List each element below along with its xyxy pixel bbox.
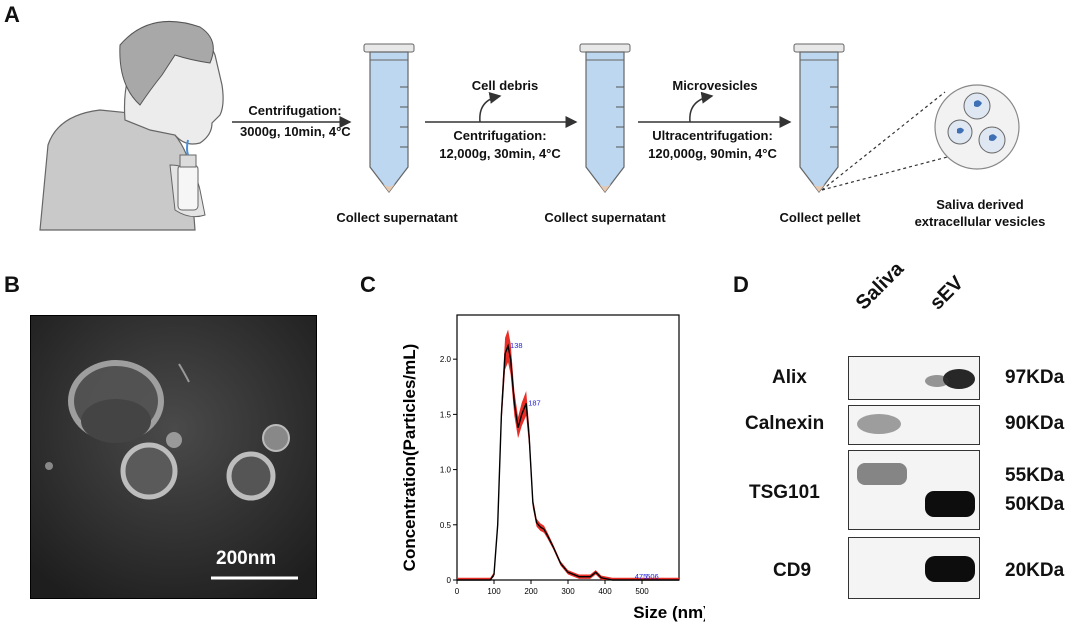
panel-letter-a: A — [4, 2, 20, 27]
y-axis-title: Concentration(Particles/mL) — [400, 344, 419, 572]
panel-letter-d: D — [733, 272, 749, 297]
row-label-calnexin: Calnexin — [745, 413, 825, 434]
blot-tsg101-bands — [857, 463, 975, 517]
kda-tsg101-lower: 50KDa — [1005, 494, 1065, 515]
column-label-sev: sEV — [925, 271, 969, 315]
x-tick-label: 100 — [487, 587, 501, 596]
nta-size-distribution-chart: 0 100 200 300 400 500 0 0.5 1.0 1.5 2.0 138 187 47550… — [400, 314, 705, 622]
x-tick-label: 0 — [455, 587, 460, 596]
tube-1 — [363, 43, 415, 193]
step3-label-line1: Ultracentrifugation: — [652, 128, 773, 143]
y-tick-label: 2.0 — [440, 355, 452, 364]
tube1-caption: Collect supernatant — [336, 210, 458, 225]
extracellular-vesicles-illustration — [934, 84, 1020, 170]
y-tick-label: 0.5 — [440, 521, 452, 530]
series-line — [457, 343, 679, 581]
tube-2 — [579, 43, 631, 193]
tem-micrograph — [31, 316, 316, 598]
row-label-tsg101: TSG101 — [749, 482, 820, 503]
peak-label: 475 — [635, 572, 648, 581]
peak-label: 187 — [528, 398, 541, 407]
kda-tsg101-upper: 55KDa — [1005, 465, 1065, 486]
blot-cd9-bands — [925, 556, 975, 582]
row-label-cd9: CD9 — [773, 560, 812, 581]
y-tick-label: 1.0 — [440, 466, 452, 475]
x-tick-label: 300 — [561, 587, 575, 596]
kda-alix: 97KDa — [1005, 367, 1065, 388]
step1-label-line1: Centrifugation: — [248, 103, 342, 118]
x-tick-label: 400 — [598, 587, 612, 596]
step3-label-line2: 120,000g, 90min, 4°C — [648, 146, 777, 161]
step2-byproduct: Cell debris — [471, 78, 539, 93]
blot-alix-bands — [925, 369, 975, 389]
kda-calnexin: 90KDa — [1005, 413, 1065, 434]
panel-letter-b: B — [4, 272, 20, 297]
x-axis-title: Size (nm) — [633, 603, 705, 622]
x-tick-label: 500 — [635, 587, 649, 596]
step1-label-line2: 3000g, 10min, 4°C — [240, 124, 351, 139]
y-tick-label: 1.5 — [440, 410, 452, 419]
column-label-saliva: Saliva — [851, 257, 909, 315]
blot-calnexin — [848, 405, 980, 445]
blot-cd9 — [848, 537, 980, 599]
error-band — [457, 329, 679, 580]
plot-frame — [456, 314, 680, 581]
peak-label: 138 — [510, 341, 523, 350]
panel-b-tem-image: 200nm — [30, 315, 317, 599]
tube3-caption: Collect pellet — [779, 210, 861, 225]
step2-label-line1: Centrifugation: — [453, 128, 547, 143]
blot-tsg101 — [848, 450, 980, 530]
result-caption-line1: Saliva derived — [936, 197, 1024, 212]
x-tick-label: 200 — [524, 587, 538, 596]
step2-label-line2: 12,000g, 30min, 4°C — [439, 146, 561, 161]
y-tick-label: 0 — [447, 576, 452, 585]
kda-cd9: 20KDa — [1005, 560, 1065, 581]
step3-byproduct: Microvesicles — [672, 78, 758, 93]
result-caption-line2: extracellular vesicles — [914, 214, 1046, 229]
peak-label: 506 — [646, 572, 659, 581]
scale-bar-label: 200nm — [216, 548, 277, 569]
process-arrows — [232, 91, 956, 191]
panel-letter-c: C — [360, 272, 376, 297]
blot-calnexin-bands — [857, 414, 901, 434]
row-label-alix: Alix — [772, 367, 807, 388]
tube2-caption: Collect supernatant — [544, 210, 666, 225]
tube-3 — [793, 43, 845, 193]
blot-alix — [848, 356, 980, 400]
person-spitting-illustration — [39, 20, 224, 231]
